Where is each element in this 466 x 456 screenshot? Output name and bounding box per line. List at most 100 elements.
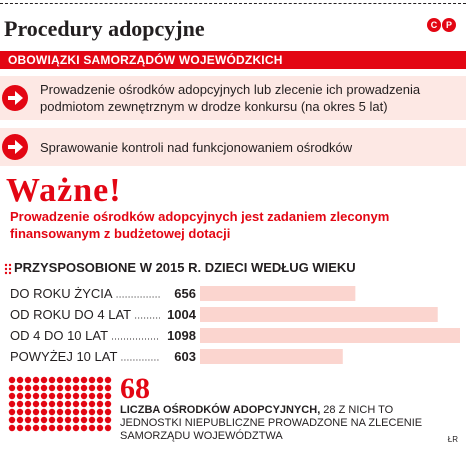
chart-title: Przysposobione w 2015 r. dzieci według w… <box>14 260 356 275</box>
count-dot <box>96 416 104 424</box>
count-dot <box>24 408 32 416</box>
count-dot <box>16 424 24 432</box>
count-dot <box>88 408 96 416</box>
count-dot <box>72 400 80 408</box>
count-dot <box>96 400 104 408</box>
count-dot <box>96 424 104 432</box>
duty-item: Sprawowanie kontroli nad funkcjonowaniem… <box>0 128 466 166</box>
section-header: OBOWIĄZKI SAMORZĄDÓW WOJEWÓDZKICH <box>0 51 466 69</box>
count-dot <box>56 408 64 416</box>
logo-letter-p: P <box>442 18 456 32</box>
count-dot <box>40 392 48 400</box>
count-dot <box>72 384 80 392</box>
centers-label-bold: Liczba ośrodków adopcyjnych, <box>120 404 321 416</box>
bar <box>200 307 438 322</box>
page-title: Procedury adopcyjne <box>4 16 205 41</box>
count-dot <box>88 392 96 400</box>
count-dot <box>80 392 88 400</box>
count-dot <box>24 416 32 424</box>
count-dot <box>104 392 112 400</box>
count-dot <box>88 376 96 384</box>
top-rule <box>0 3 466 4</box>
count-dot <box>104 376 112 384</box>
count-dot <box>96 384 104 392</box>
count-dot <box>8 408 16 416</box>
count-dot <box>32 400 40 408</box>
count-dot <box>96 408 104 416</box>
important-text: Prowadzenie ośrodków adopcyjnych jest za… <box>10 209 390 241</box>
count-dot <box>72 408 80 416</box>
arrow-right-icon <box>2 85 28 111</box>
important-heading: Ważne! <box>6 172 122 209</box>
centers-count: 68 <box>120 372 150 405</box>
count-dot <box>104 408 112 416</box>
category-label: OD ROKU DO 4 LAT <box>10 307 131 322</box>
count-dot <box>56 424 64 432</box>
count-dot <box>64 408 72 416</box>
count-dot <box>16 392 24 400</box>
count-dot <box>48 392 56 400</box>
count-dot <box>40 384 48 392</box>
count-dot <box>56 376 64 384</box>
count-dot <box>56 384 64 392</box>
count-dot <box>16 400 24 408</box>
duty-text: Sprawowanie kontroli nad funkcjonowaniem… <box>40 140 353 155</box>
count-dot <box>72 416 80 424</box>
count-dot <box>56 392 64 400</box>
age-bar-chart: DO ROKU ŻYCIA 656 OD ROKU DO 4 LAT 1004 OD 4… <box>10 286 460 364</box>
category-label: DO ROKU ŻYCIA <box>10 286 113 301</box>
count-dot <box>24 376 32 384</box>
logo-letter-c: C <box>427 18 441 32</box>
count-dot <box>32 416 40 424</box>
count-dot <box>16 416 24 424</box>
dot-matrix-graphic <box>8 376 112 432</box>
count-dot <box>80 408 88 416</box>
count-dot <box>64 384 72 392</box>
count-dot <box>80 424 88 432</box>
value-label: 603 <box>174 349 196 364</box>
count-dot <box>8 384 16 392</box>
count-dot <box>40 416 48 424</box>
count-dot <box>16 376 24 384</box>
publisher-logo: C P <box>427 18 456 32</box>
count-dot <box>64 416 72 424</box>
count-dot <box>96 376 104 384</box>
count-dot <box>8 424 16 432</box>
count-dot <box>48 376 56 384</box>
category-label: POWYŻEJ 10 LAT <box>10 349 117 364</box>
count-dot <box>48 408 56 416</box>
count-dot <box>56 416 64 424</box>
category-label: OD 4 DO 10 LAT <box>10 328 108 343</box>
centers-label-rest: 28 z nich to jednostki niepubliczne prow… <box>120 404 423 442</box>
count-dot <box>32 392 40 400</box>
count-dot <box>32 384 40 392</box>
arrow-right-icon <box>2 134 28 160</box>
count-dot <box>88 400 96 408</box>
value-label: 1004 <box>167 307 197 322</box>
count-dot <box>24 392 32 400</box>
count-dot <box>72 376 80 384</box>
value-label: 1098 <box>167 328 196 343</box>
count-dot <box>8 392 16 400</box>
count-dot <box>16 408 24 416</box>
bar <box>200 328 460 343</box>
count-dot <box>32 376 40 384</box>
duty-text: Prowadzenie ośrodków adopcyjnych lub zle… <box>40 82 421 114</box>
count-dot <box>16 384 24 392</box>
bar <box>200 349 343 364</box>
count-dot <box>32 408 40 416</box>
count-dot <box>48 416 56 424</box>
count-dot <box>88 384 96 392</box>
count-dot <box>40 408 48 416</box>
count-dot <box>48 424 56 432</box>
count-dot <box>8 416 16 424</box>
bar <box>200 286 356 301</box>
count-dot <box>48 384 56 392</box>
author-credit: ŁR <box>447 435 458 444</box>
count-dot <box>104 416 112 424</box>
count-dot <box>104 400 112 408</box>
value-label: 656 <box>174 286 196 301</box>
count-dot <box>48 400 56 408</box>
count-dot <box>8 400 16 408</box>
count-dot <box>40 424 48 432</box>
